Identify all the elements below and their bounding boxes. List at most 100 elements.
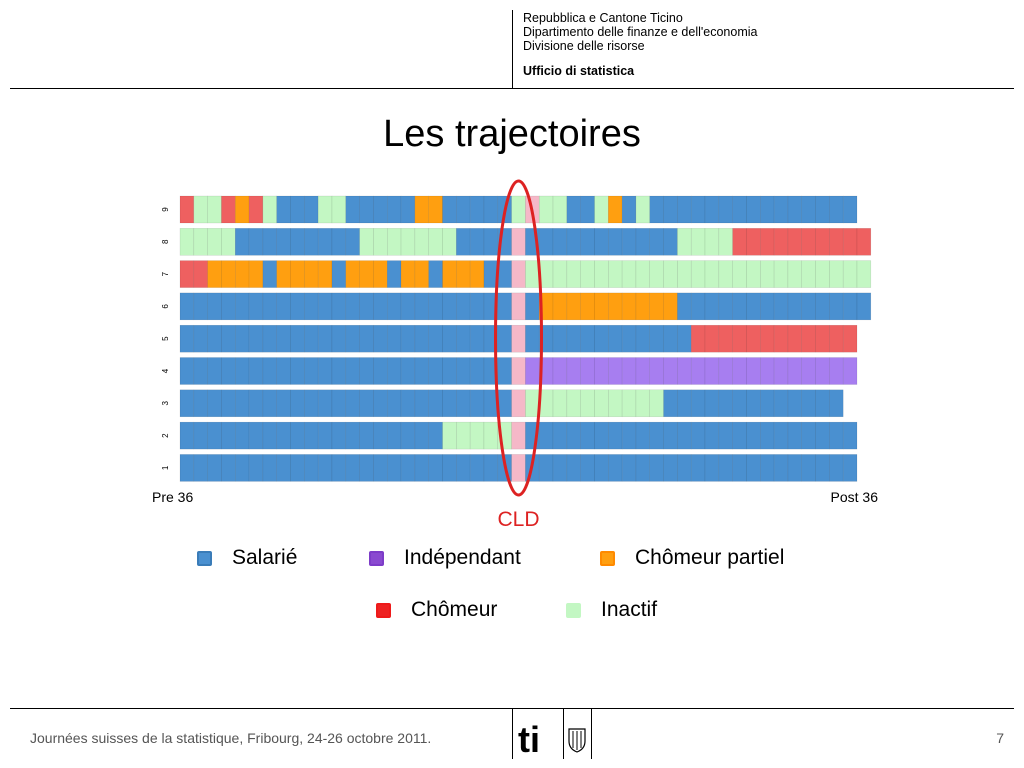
sequence-5-cell [469,324,485,353]
sequence-1-cell [317,454,333,482]
sequence-1-cell [538,454,554,482]
sequence-9-cell [428,195,443,224]
sequence-label: 6 [161,304,170,309]
sequence-9-cell [746,195,761,224]
sequence-5-cell [428,324,443,353]
sequence-3-cell [248,389,264,418]
sequence-label: 2 [161,433,170,438]
sequence-7-cell [400,260,416,288]
sequence-3-cell [442,389,457,418]
sequence-6-cell [345,292,360,321]
sequence-9-cell [345,195,360,224]
legend-item-chomeur-partiel: Chômeur partiel [600,543,784,573]
sequence-6-cell [787,292,802,321]
sequence-5-cell [290,324,305,353]
sequence-3-cell [317,389,333,418]
sequence-4-cell [760,357,775,385]
sequence-8-cell [276,228,291,256]
sequence-6-cell [608,292,623,321]
sequence-4-cell [262,357,277,385]
sequence-4-cell [704,357,720,385]
legend-item-independant: Indépendant [369,543,521,573]
sequence-1-cell [594,454,609,482]
sequence-3-cell [787,389,802,418]
sequence-2-cell [594,421,609,450]
sequence-6-cell [732,292,747,321]
sequence-3-cell [773,389,789,418]
sequence-3-cell [386,389,402,418]
sequence-3-cell [663,389,678,418]
sequence-9-cell [386,195,402,224]
sequence-9-cell [732,195,747,224]
sequence-1-cell [787,454,802,482]
sequence-1-cell [221,454,236,482]
sequence-7-cell [511,260,526,288]
sequence-label: 5 [161,336,170,341]
legend-swatch-salarie [197,550,212,566]
sequence-8-cell [677,228,692,256]
sequence-6-cell [221,292,236,321]
sequence-5-cell [317,324,333,353]
sequence-7-cell [428,260,443,288]
sequence-4-cell [829,357,844,385]
sequence-4-cell [428,357,443,385]
sequence-5-cell [359,324,374,353]
sequence-9-cell [290,195,305,224]
sequence-1-cell [235,454,250,482]
legend-swatch-chomeur [376,602,391,618]
sequence-8-cell [193,228,208,256]
sequence-5-cell [704,324,720,353]
sequence-1-cell [842,454,858,482]
sequence-4-cell [594,357,609,385]
sequence-7-cell [704,260,720,288]
sequence-2-cell [345,421,360,450]
header-divider [512,10,513,88]
sequence-4-cell [718,357,733,385]
sequence-6-cell [842,292,858,321]
sequence-7-cell [566,260,581,288]
sequence-5-cell [690,324,706,353]
sequence-2-cell [400,421,416,450]
sequence-8-cell [815,228,830,256]
sequence-5-cell [525,324,540,353]
sequence-6-cell [386,292,402,321]
sequence-4-cell [497,357,512,385]
legend-item-inactif: Inactif [566,595,657,625]
sequence-3-cell [566,389,581,418]
sequence-4-cell [359,357,374,385]
sequence-6-cell [248,292,264,321]
sequence-8-cell [359,228,374,256]
sequence-9-cell [331,195,347,224]
sequence-2-cell [677,421,692,450]
sequence-6-cell [497,292,512,321]
sequence-1-cell [580,454,595,482]
sequence-1-cell [760,454,775,482]
sequence-2-cell [842,421,858,450]
sequence-3-cell [649,389,664,418]
sequence-6-cell [801,292,816,321]
sequence-8-cell [345,228,360,256]
sequence-4-cell [525,357,540,385]
sequence-4-cell [635,357,651,385]
sequence-9-cell [373,195,388,224]
sequence-7-cell [594,260,609,288]
sequence-8-cell [331,228,347,256]
sequence-9-cell [829,195,844,224]
sequence-9-cell [580,195,595,224]
sequence-6-cell [290,292,305,321]
sequence-6-cell [262,292,277,321]
header-rule [10,88,1014,89]
sequence-7-cell [331,260,347,288]
sequence-8-cell [317,228,333,256]
sequence-8-cell [373,228,388,256]
sequence-4-cell [304,357,319,385]
sequence-8-cell [235,228,250,256]
header-line-department: Dipartimento delle finanze e dell'econom… [523,25,758,39]
sequence-8-cell [801,228,816,256]
sequence-1-cell [193,454,208,482]
sequence-1-cell [815,454,830,482]
sequence-9-cell [608,195,623,224]
sequence-7-cell [235,260,250,288]
sequence-8-cell [400,228,416,256]
sequence-label: 8 [161,239,170,244]
